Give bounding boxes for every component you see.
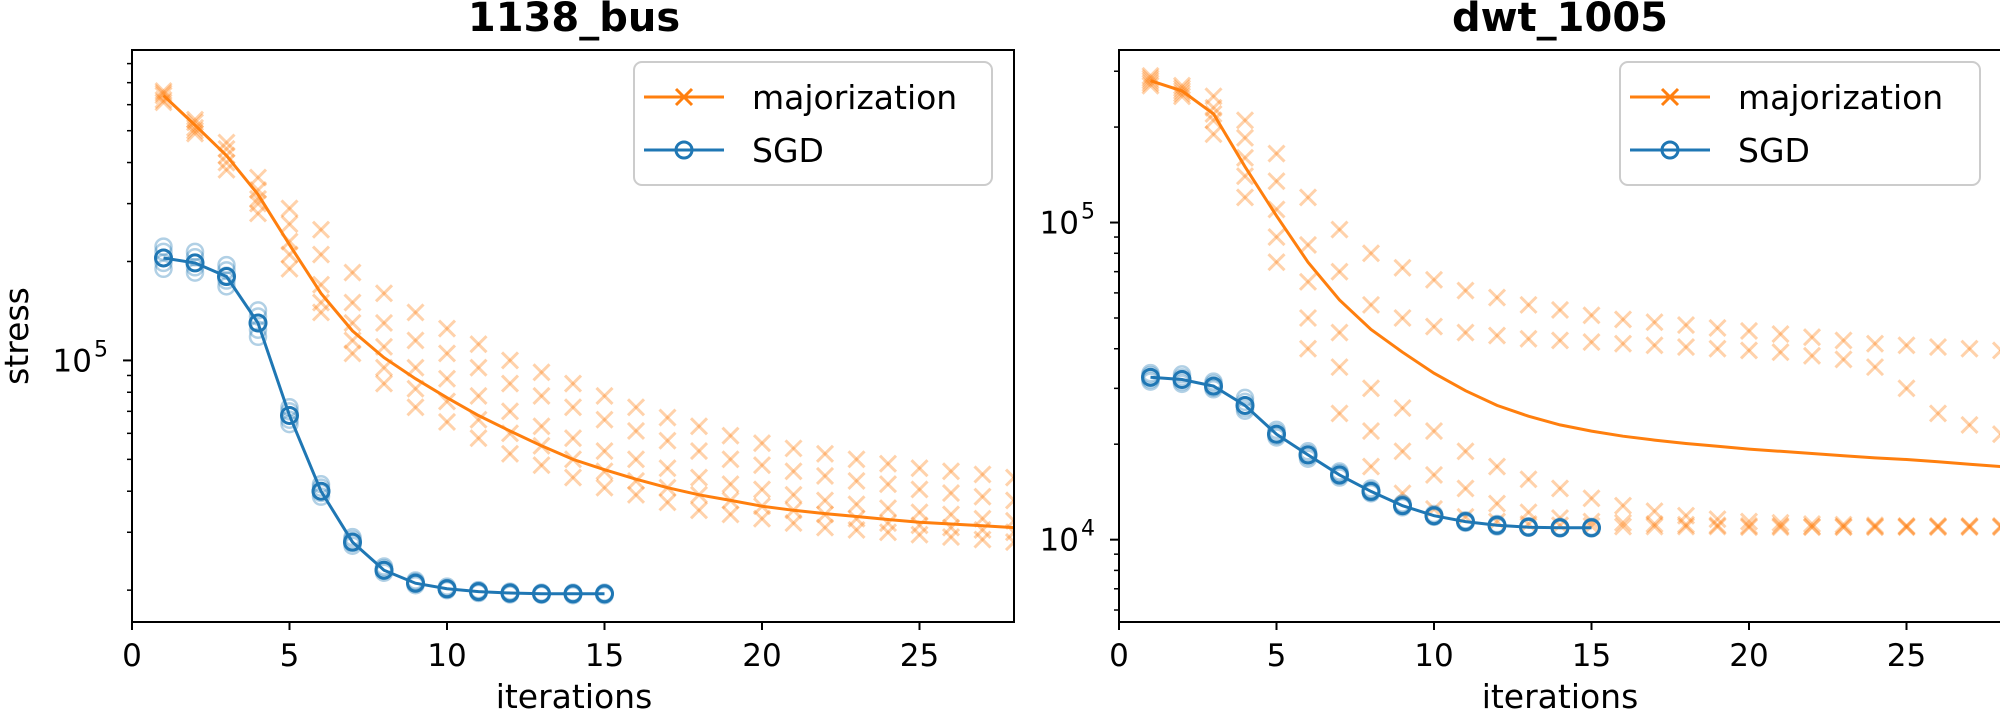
x-tick-label: 5 (1267, 638, 1287, 674)
y-tick-label: 10 (1040, 206, 1079, 242)
x-tick-label: 0 (122, 638, 142, 674)
legend: majorization SGD (1620, 62, 1980, 185)
chart-title: 1138_bus (468, 0, 680, 41)
y-tick-exponent: 5 (1081, 200, 1095, 225)
x-tick-label: 10 (1414, 638, 1453, 674)
y-axis-label: stress (0, 287, 36, 385)
x-tick-label: 10 (427, 638, 466, 674)
y-tick-exponent: 5 (94, 337, 108, 362)
x-tick-label: 25 (900, 638, 939, 674)
x-axis-label: iterations (496, 677, 653, 714)
legend: majorization SGD (634, 62, 992, 185)
legend-label-majorization: majorization (752, 78, 957, 117)
x-tick-label: 20 (742, 638, 781, 674)
legend-label-sgd: SGD (752, 131, 824, 170)
y-tick-label: 10 (1040, 523, 1079, 559)
legend-label-majorization: majorization (1738, 78, 1943, 117)
x-tick-label: 5 (280, 638, 300, 674)
x-tick-label: 20 (1729, 638, 1768, 674)
x-tick-label: 0 (1109, 638, 1129, 674)
legend-label-sgd: SGD (1738, 131, 1810, 170)
y-tick-exponent: 4 (1081, 517, 1095, 542)
y-tick-label: 10 (53, 343, 92, 379)
x-tick-label: 15 (1572, 638, 1611, 674)
x-tick-label: 25 (1887, 638, 1926, 674)
x-tick-label: 15 (585, 638, 624, 674)
chart-title: dwt_1005 (1452, 0, 1668, 41)
x-axis-label: iterations (1482, 677, 1639, 714)
